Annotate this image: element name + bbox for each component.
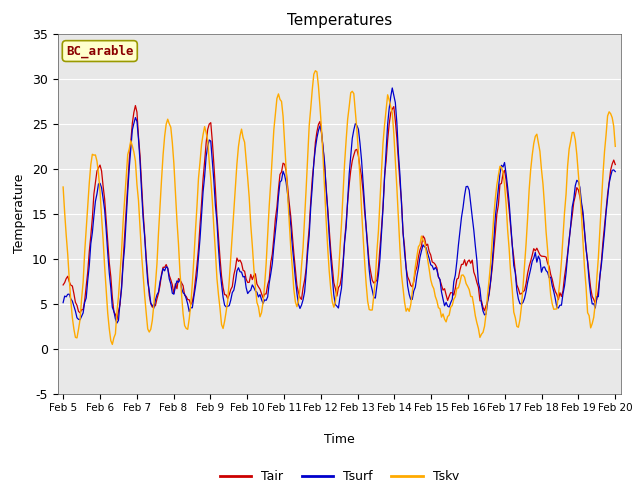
- Legend: Tair, Tsurf, Tsky: Tair, Tsurf, Tsky: [214, 465, 464, 480]
- Tsurf: [244, 291, 252, 297]
- Line: Tsky: Tsky: [63, 71, 615, 345]
- Line: Tair: Tair: [63, 106, 615, 320]
- Tsurf: [253, 289, 260, 295]
- Tair: [132, 103, 140, 108]
- Tair: [611, 162, 619, 168]
- Tsurf: [60, 300, 67, 306]
- Tsurf: [129, 127, 136, 133]
- Tsky: [225, 278, 233, 284]
- Tsky: [312, 68, 319, 73]
- Tsurf: [113, 320, 121, 326]
- Tsurf: [611, 168, 619, 174]
- Tsky: [584, 310, 591, 315]
- Line: Tsurf: Tsurf: [63, 88, 615, 323]
- Tsky: [611, 144, 619, 149]
- Tsky: [109, 342, 116, 348]
- Tsky: [302, 186, 310, 192]
- Tair: [245, 279, 253, 285]
- Tair: [227, 287, 235, 292]
- X-axis label: Time: Time: [324, 433, 355, 446]
- Tair: [60, 282, 67, 288]
- Text: BC_arable: BC_arable: [66, 44, 134, 58]
- Title: Temperatures: Temperatures: [287, 13, 392, 28]
- Tsky: [60, 184, 67, 190]
- Tair: [255, 284, 262, 290]
- Tair: [113, 317, 121, 323]
- Tair: [304, 242, 312, 248]
- Tsky: [244, 175, 252, 181]
- Tsurf: [302, 271, 310, 276]
- Tsurf: [225, 303, 233, 309]
- Tair: [129, 120, 136, 126]
- Tsky: [129, 143, 136, 149]
- Tsurf: [388, 85, 396, 91]
- Tair: [584, 258, 591, 264]
- Tsurf: [584, 259, 591, 265]
- Tsky: [253, 300, 260, 305]
- Y-axis label: Temperature: Temperature: [13, 174, 26, 253]
